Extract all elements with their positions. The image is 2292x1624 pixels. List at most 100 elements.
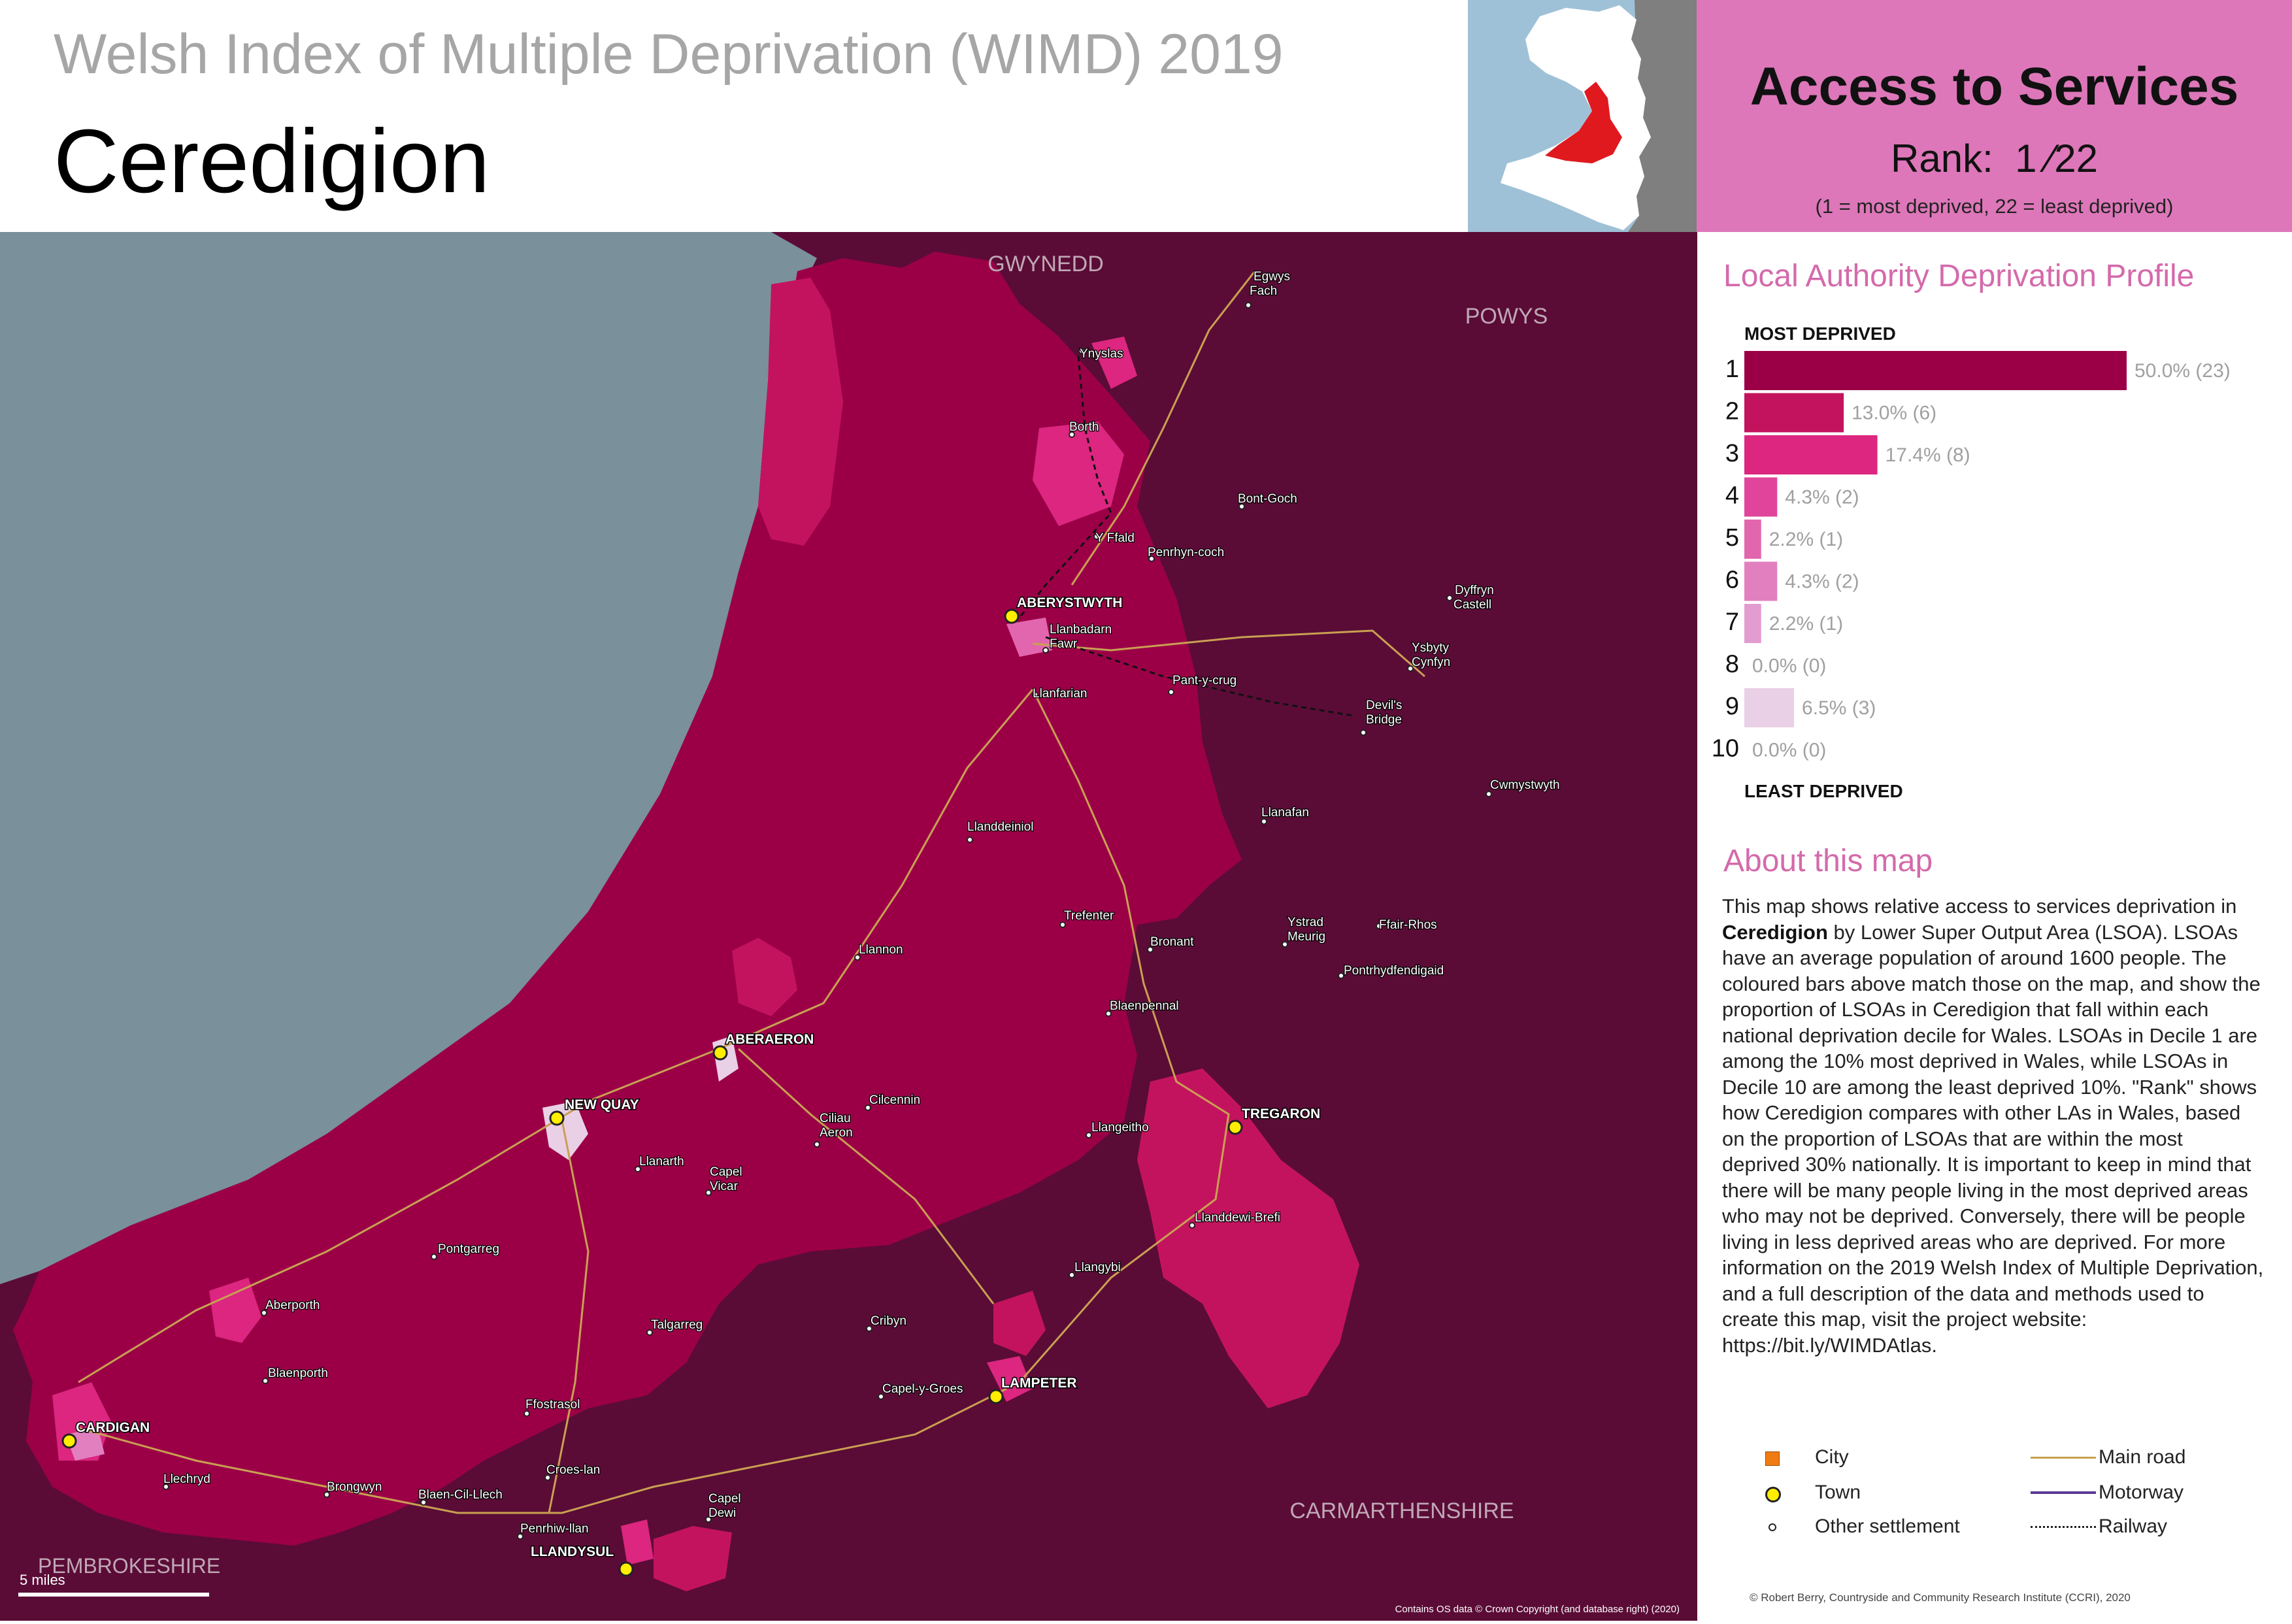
- railway-vale-of-rheidol: [1045, 636, 1354, 717]
- settlement-label-capel-vicar-2: Vicar: [710, 1180, 739, 1193]
- label-carmarthenshire: CARMARTHENSHIRE: [1289, 1499, 1514, 1523]
- settlement-label-dyffryn-1: Dyffryn: [1455, 584, 1494, 597]
- settlement-label-llechryd: Llechryd: [163, 1472, 210, 1486]
- railway-cambrian: [1018, 356, 1112, 618]
- settlement-label-y-ffald: Y Ffald: [1095, 531, 1135, 545]
- town-label-tregaron: TREGARON: [1242, 1106, 1320, 1121]
- road-a485: [1018, 689, 1230, 1383]
- rank-line: Rank: 1 ⁄22: [1697, 136, 2292, 181]
- settlement-label-ffair-rhos: Ffair-Rhos: [1379, 918, 1437, 932]
- settlement-marker-llanbadarn-fawr: [1042, 647, 1049, 654]
- settlement-label-bronant: Bronant: [1150, 935, 1194, 949]
- profile-value-label: 13.0% (6): [1852, 403, 1936, 424]
- town-markers: [61, 608, 1243, 1577]
- city-marker-icon: [1765, 1451, 1780, 1466]
- settlement-label-llanafan: Llanafan: [1261, 806, 1309, 820]
- settlement-label-penrhyn-coch: Penrhyn-coch: [1148, 546, 1224, 559]
- town-label-llandysul: LLANDYSUL: [531, 1544, 614, 1559]
- settlement-marker-ciliau-aeron: [814, 1141, 820, 1148]
- settlement-marker-pontgarreg: [431, 1253, 437, 1260]
- road-a486: [548, 1120, 590, 1514]
- profile-decile-label: 7: [1725, 608, 1739, 636]
- profile-heading: Local Authority Deprivation Profile: [1723, 259, 2195, 293]
- header: Welsh Index of Multiple Deprivation (WIM…: [0, 0, 1468, 232]
- settlement-marker-llanddeiniol: [967, 837, 973, 843]
- profile-value-label: 4.3% (2): [1785, 487, 1859, 508]
- settlement-marker-penrhiw-llan: [517, 1533, 523, 1540]
- town-label-aberystwyth: ABERYSTWYTH: [1017, 595, 1122, 610]
- locator-map: [1468, 0, 1697, 232]
- main-road-line-icon: [2031, 1457, 2096, 1459]
- settlement-label-cilcennin: Cilcennin: [869, 1093, 920, 1107]
- lsoa-decile-2-aberaeron: [732, 938, 797, 1016]
- settlement-label-llangeitho: Llangeitho: [1091, 1121, 1149, 1135]
- profile-value-label: 50.0% (23): [2134, 360, 2231, 382]
- profile-bar: [1744, 435, 1878, 474]
- lsoa-decile-2-north: [758, 278, 843, 546]
- settlement-marker-llanarth: [635, 1166, 641, 1172]
- road-a475: [78, 1387, 1007, 1514]
- map-subtitle: Welsh Index of Multiple Deprivation (WIM…: [54, 23, 1284, 86]
- settlement-marker-ysbyty-cynfyn: [1407, 665, 1414, 672]
- road-a482: [737, 1048, 995, 1304]
- settlement-marker-ystrad-meurig: [1282, 941, 1288, 948]
- settlement-label-llanbadarn-1: Llanbadarn: [1050, 623, 1112, 637]
- author-credit: © Robert Berry, Countryside and Communit…: [1750, 1591, 2131, 1604]
- settlement-marker-icon: [1769, 1523, 1776, 1531]
- settlement-label-blaenporth: Blaenporth: [268, 1367, 328, 1380]
- settlement-marker-llanfarian: [1032, 691, 1038, 698]
- rank-label: Rank:: [1891, 137, 1993, 180]
- settlement-label-capel-dewi-1: Capel: [708, 1492, 741, 1506]
- profile-decile-label: 1: [1725, 356, 1739, 383]
- about-text: This map shows relative access to servic…: [1722, 893, 2265, 1358]
- main-roads: [78, 271, 1425, 1514]
- settlement-label-penrhiw-llan: Penrhiw-llan: [520, 1522, 589, 1536]
- road-a44: [1032, 629, 1425, 678]
- settlement-marker-bronant: [1147, 946, 1154, 953]
- settlement-marker-devils-bridge: [1360, 729, 1367, 736]
- rank-note: (1 = most deprived, 22 = least deprived): [1815, 195, 2174, 218]
- profile-least-deprived-label: LEAST DEPRIVED: [1744, 781, 1903, 801]
- settlement-label-dyffryn-2: Castell: [1453, 598, 1491, 612]
- about-text-area-name: Ceredigion: [1722, 920, 1828, 944]
- settlement-label-llanfarian: Llanfarian: [1033, 687, 1087, 701]
- scale-bar: [18, 1593, 209, 1597]
- os-attribution: Contains OS data © Crown Copyright (and …: [1395, 1604, 1680, 1615]
- profile-bar: [1744, 604, 1761, 643]
- rank-panel: Access to Services Rank: 1 ⁄22 (1 = most…: [1697, 0, 2292, 232]
- settlement-marker-penrhyn-coch: [1148, 555, 1155, 562]
- settlement-label-cribyn: Cribyn: [871, 1314, 906, 1328]
- settlement-label-ysbyty-2: Cynfyn: [1412, 655, 1450, 669]
- profile-value-label: 17.4% (8): [1885, 444, 1970, 466]
- profile-bar: [1744, 561, 1778, 601]
- label-gwynedd: GWYNEDD: [988, 252, 1104, 276]
- lsoa-decile-6-cardigan: [65, 1428, 105, 1461]
- settlement-marker-aberporth: [261, 1310, 267, 1316]
- legend-city-label: City: [1815, 1446, 1849, 1468]
- town-label-lampeter: LAMPETER: [1001, 1376, 1077, 1391]
- settlement-marker-cilcennin: [865, 1104, 871, 1111]
- settlement-label-trefenter: Trefenter: [1064, 909, 1114, 923]
- profile-decile-label: 6: [1725, 567, 1739, 594]
- profile-decile-label: 10: [1712, 735, 1739, 763]
- settlement-marker-blaenpennal: [1105, 1010, 1112, 1017]
- profile-decile-label: 9: [1725, 693, 1739, 720]
- settlement-marker-ynyslas: [1078, 348, 1085, 354]
- settlement-marker-llannon: [854, 954, 861, 961]
- settlement-label-egwys-1: Egwys: [1254, 270, 1290, 284]
- town-marker-llandysul: [618, 1561, 634, 1577]
- settlement-label-pontgarreg: Pontgarreg: [438, 1242, 499, 1256]
- label-powys: POWYS: [1465, 304, 1548, 329]
- settlement-marker-blaen-cil-llech: [420, 1499, 427, 1506]
- settlement-label-ynyslas: Ynyslas: [1080, 347, 1123, 361]
- profile-bar: [1744, 351, 2127, 390]
- map-title: Ceredigion: [54, 111, 490, 212]
- about-heading: About this map: [1723, 844, 1933, 878]
- settlement-label-devils-1: Devil's: [1366, 699, 1402, 712]
- settlement-label-llanddeiniol: Llanddeiniol: [967, 820, 1033, 834]
- legend-motorway-label: Motorway: [2099, 1482, 2184, 1503]
- sea: [0, 232, 817, 1284]
- settlement-marker-egwys-fach: [1245, 302, 1252, 308]
- profile-value-label: 4.3% (2): [1785, 571, 1859, 593]
- locator-ceredigion-highlight: [1545, 82, 1622, 163]
